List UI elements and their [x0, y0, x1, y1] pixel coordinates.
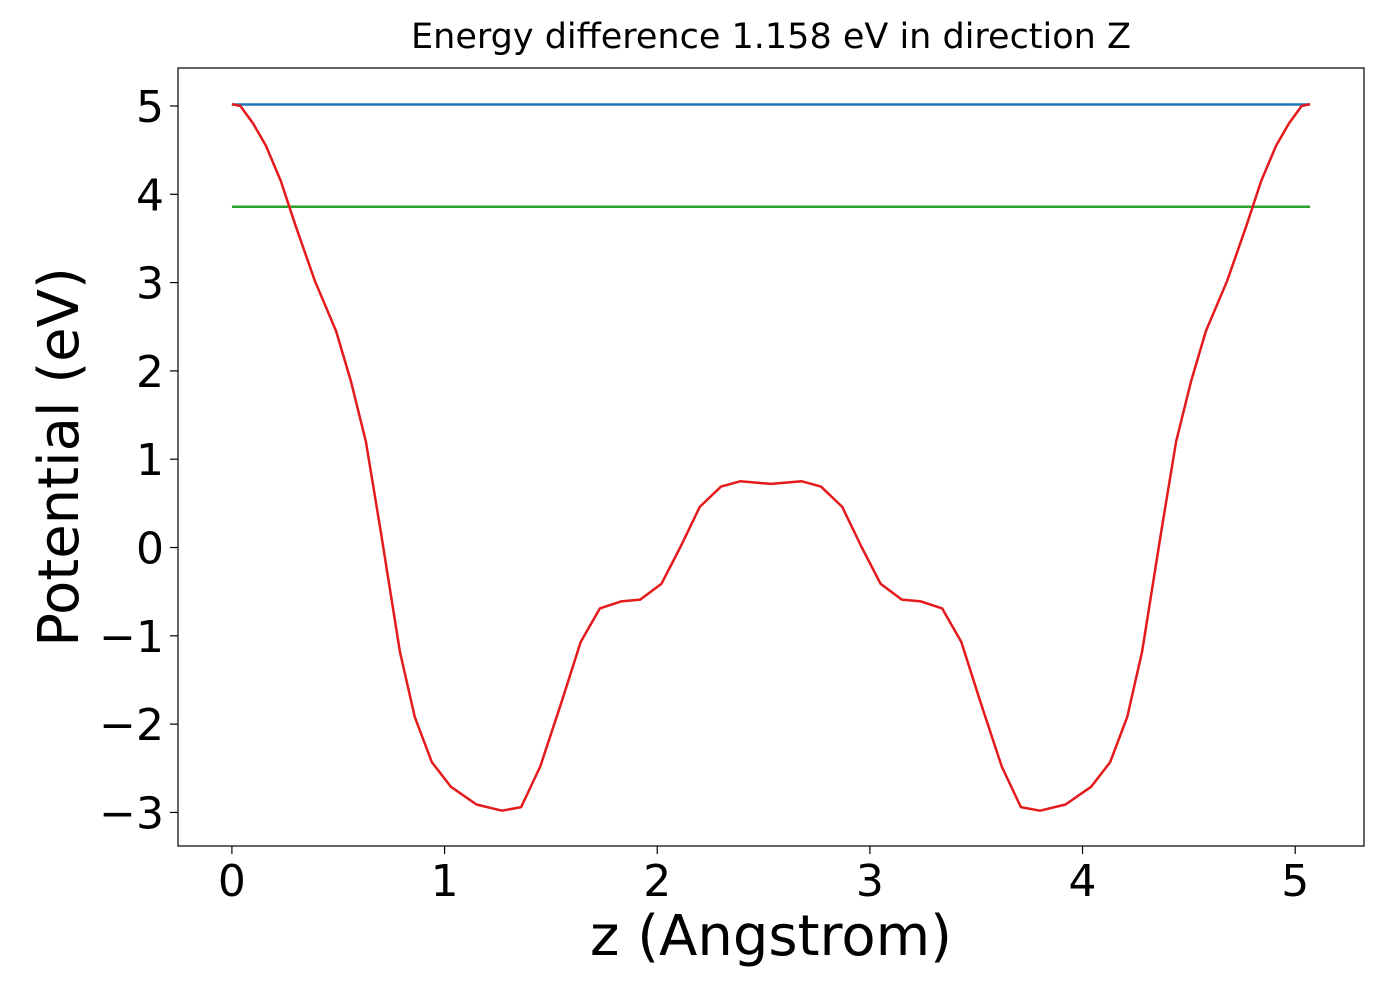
y-tick-label: −2 [99, 700, 164, 751]
plot-area [231, 102, 1311, 812]
x-tick-label: 1 [431, 856, 459, 907]
x-tick-label: 3 [856, 856, 884, 907]
x-tick-label: 0 [218, 856, 246, 907]
plot-frame [177, 67, 1365, 847]
y-tick-label: 3 [136, 259, 164, 310]
y-tick-label: 4 [136, 170, 164, 221]
y-tick-label: 0 [136, 524, 164, 575]
y-tick-label: 2 [136, 347, 164, 398]
y-tick-label: −3 [99, 788, 164, 839]
x-tick-label: 2 [643, 856, 671, 907]
y-axis-label: Potential (eV) [27, 267, 92, 647]
y-tick-label: 1 [136, 435, 164, 486]
y-tick-label: −1 [99, 612, 164, 663]
x-tick-label: 5 [1281, 856, 1309, 907]
chart-title: Energy difference 1.158 eV in direction … [411, 17, 1131, 57]
line-series [231, 102, 1311, 812]
x-tick-label: 4 [1069, 856, 1097, 907]
y-tick-label: 5 [136, 82, 164, 133]
x-axis-label: z (Angstrom) [590, 904, 952, 969]
